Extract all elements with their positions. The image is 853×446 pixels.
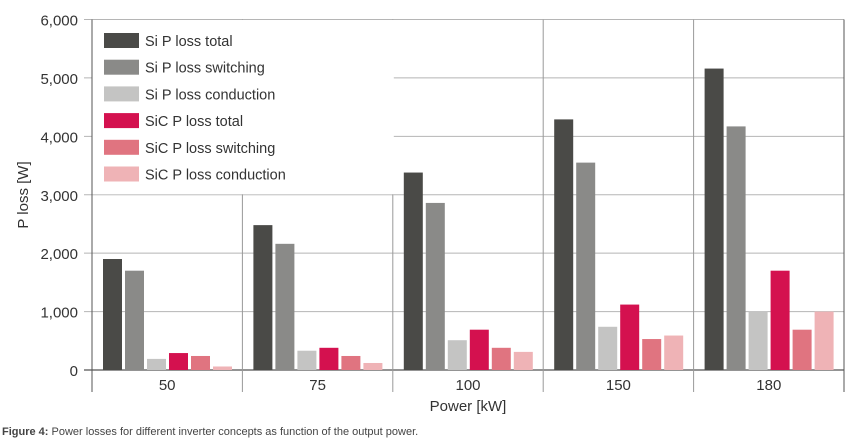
legend-swatch: [104, 113, 139, 129]
bar-sic-p-loss-total: [469, 329, 489, 370]
bar-sic-p-loss-total: [770, 270, 790, 370]
legend-swatch: [104, 33, 139, 48]
bar-sic-p-loss-conduction: [513, 351, 533, 370]
caption-text: Power losses for different inverter conc…: [48, 426, 419, 438]
x-tick-label: 150: [606, 377, 631, 394]
y-tick-label: 0: [70, 363, 78, 380]
legend-label: Si P loss switching: [145, 61, 265, 77]
bar-sic-p-loss-switching: [491, 347, 511, 370]
bar-sic-p-loss-conduction: [664, 335, 684, 370]
legend-swatch: [104, 59, 139, 75]
bar-sic-p-loss-switching: [341, 355, 361, 370]
bar-si-p-loss-conduction: [297, 350, 317, 370]
bar-si-p-loss-switching: [726, 126, 746, 370]
x-tick-label: 100: [455, 377, 480, 394]
bar-si-p-loss-switching: [275, 243, 295, 370]
bar-si-p-loss-conduction: [147, 358, 166, 370]
x-tick-label: 75: [309, 377, 326, 394]
bar-si-p-loss-total: [704, 68, 724, 370]
y-tick-label: 5,000: [40, 71, 78, 88]
bar-sic-p-loss-switching: [642, 339, 662, 370]
bar-si-p-loss-total: [554, 119, 574, 370]
x-tick-label: 180: [756, 377, 781, 394]
legend-label: SiC P loss switching: [145, 141, 275, 157]
bar-sic-p-loss-switching: [792, 329, 812, 370]
bar-si-p-loss-total: [103, 259, 122, 370]
y-tick-label: 3,000: [40, 188, 78, 205]
bar-sic-p-loss-conduction: [363, 362, 383, 370]
y-tick-label: 4,000: [40, 129, 78, 146]
bar-si-p-loss-switching: [576, 162, 596, 370]
bar-sic-p-loss-total: [319, 347, 339, 370]
bar-chart: 0 1,000 2,000 3,000 4,000 5,000 6,000 Si P loss…: [15, 13, 845, 415]
legend-box: [92, 20, 394, 195]
y-axis-label: P loss [W]: [15, 161, 32, 228]
bar-sic-p-loss-conduction: [213, 366, 232, 370]
bar-sic-p-loss-switching: [191, 355, 210, 370]
legend-label: SiC P loss total: [145, 114, 243, 130]
x-tick-label: 50: [159, 377, 176, 394]
legend-swatch: [104, 86, 139, 102]
bar-si-p-loss-total: [253, 225, 273, 370]
caption-label: Figure 4:: [2, 426, 49, 438]
bar-sic-p-loss-total: [620, 304, 640, 370]
bar-si-p-loss-conduction: [447, 340, 467, 370]
legend-label: Si P loss total: [145, 34, 233, 50]
bar-si-p-loss-conduction: [748, 311, 768, 370]
bar-si-p-loss-conduction: [598, 326, 618, 370]
legend-swatch: [104, 166, 139, 182]
bar-si-p-loss-total: [403, 172, 423, 370]
bar-sic-p-loss-total: [169, 353, 188, 370]
y-tick-label: 1,000: [40, 305, 78, 322]
figure-caption: Figure 4: Power losses for different inv…: [2, 426, 418, 438]
y-tick-label: 2,000: [40, 246, 78, 263]
bar-si-p-loss-switching: [425, 202, 445, 370]
bar-sic-p-loss-conduction: [814, 311, 834, 370]
legend-swatch: [104, 139, 139, 155]
legend-label: Si P loss conduction: [145, 87, 275, 103]
legend-label: SiC P loss conduction: [145, 168, 286, 184]
y-tick-label: 6,000: [40, 13, 78, 30]
bar-si-p-loss-switching: [125, 270, 144, 370]
x-axis-label: Power [kW]: [430, 398, 507, 415]
